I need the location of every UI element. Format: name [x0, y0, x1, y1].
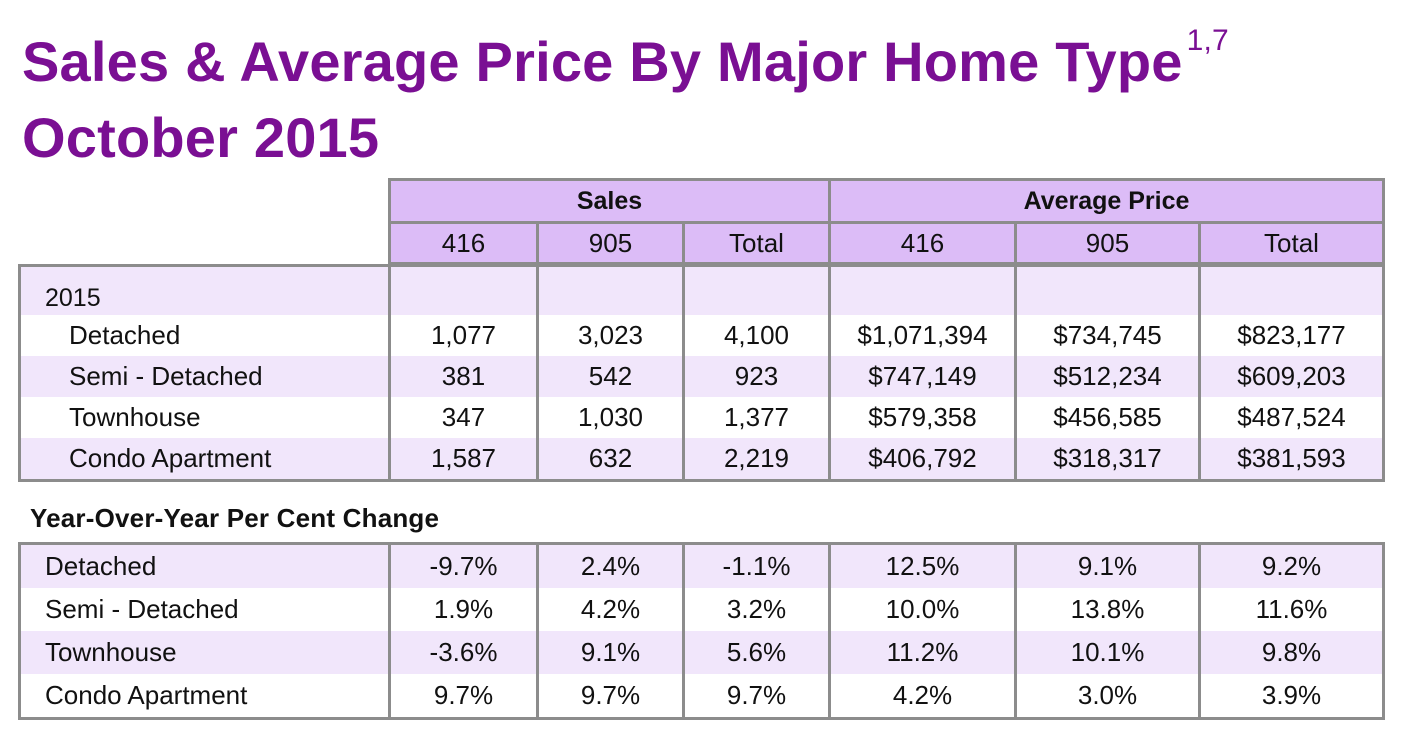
price-total-change-cell: 9.2% [1198, 543, 1384, 588]
column-group-row: Sales Average Price [388, 178, 1385, 224]
column-label-row: 416 905 Total 416 905 Total [388, 221, 1385, 265]
price-416-cell: $579,358 [828, 397, 1016, 438]
empty-cell [1198, 265, 1384, 315]
price-416-cell: $406,792 [828, 438, 1016, 481]
sales-416-cell: 347 [388, 397, 538, 438]
price-905-change-cell: 9.1% [1014, 543, 1200, 588]
sales-905-cell: 3,023 [536, 315, 684, 356]
row-label: Condo Apartment [19, 438, 390, 481]
price-total-cell: $609,203 [1198, 356, 1384, 397]
price-416-change-cell: 12.5% [828, 543, 1016, 588]
yoy-row-semi-detached: Semi - Detached 1.9% 4.2% 3.2% 10.0% 13.… [19, 588, 1384, 631]
yoy-change-table: Detached -9.7% 2.4% -1.1% 12.5% 9.1% 9.2… [18, 542, 1385, 720]
table-row-semi-detached: Semi - Detached 381 542 923 $747,149 $51… [19, 356, 1384, 397]
price-416-cell: $1,071,394 [828, 315, 1016, 356]
column-header-sales-905: 905 [536, 221, 685, 265]
table-row-condo-apartment: Condo Apartment 1,587 632 2,219 $406,792… [19, 438, 1384, 481]
sales-total-cell: 923 [682, 356, 830, 397]
price-416-change-cell: 11.2% [828, 631, 1016, 674]
price-905-change-cell: 13.8% [1014, 588, 1200, 631]
price-905-cell: $734,745 [1014, 315, 1200, 356]
row-label: Townhouse [19, 397, 390, 438]
row-label: Condo Apartment [19, 674, 390, 719]
yoy-row-townhouse: Townhouse -3.6% 9.1% 5.6% 11.2% 10.1% 9.… [19, 631, 1384, 674]
price-905-cell: $456,585 [1014, 397, 1200, 438]
yoy-row-detached: Detached -9.7% 2.4% -1.1% 12.5% 9.1% 9.2… [19, 543, 1384, 588]
price-total-change-cell: 9.8% [1198, 631, 1384, 674]
price-905-change-cell: 3.0% [1014, 674, 1200, 719]
sales-905-cell: 1,030 [536, 397, 684, 438]
sales-905-change-cell: 9.1% [536, 631, 684, 674]
sales-416-cell: 381 [388, 356, 538, 397]
price-416-change-cell: 4.2% [828, 674, 1016, 719]
price-905-cell: $512,234 [1014, 356, 1200, 397]
sales-total-change-cell: -1.1% [682, 543, 830, 588]
column-header-table: Sales Average Price 416 905 Total 416 90… [388, 178, 1385, 265]
row-label: Detached [19, 315, 390, 356]
empty-cell [828, 265, 1016, 315]
empty-cell [536, 265, 684, 315]
price-905-change-cell: 10.1% [1014, 631, 1200, 674]
price-total-change-cell: 11.6% [1198, 588, 1384, 631]
sales-total-change-cell: 3.2% [682, 588, 830, 631]
table-row-townhouse: Townhouse 347 1,030 1,377 $579,358 $456,… [19, 397, 1384, 438]
price-total-cell: $381,593 [1198, 438, 1384, 481]
group-header-sales: Sales [388, 178, 831, 224]
sales-total-cell: 1,377 [682, 397, 830, 438]
price-total-change-cell: 3.9% [1198, 674, 1384, 719]
sales-905-cell: 542 [536, 356, 684, 397]
sales-905-change-cell: 2.4% [536, 543, 684, 588]
column-header-sales-416: 416 [388, 221, 539, 265]
sales-416-change-cell: -3.6% [388, 631, 538, 674]
empty-cell [388, 265, 538, 315]
sales-416-cell: 1,587 [388, 438, 538, 481]
table-row-detached: Detached 1,077 3,023 4,100 $1,071,394 $7… [19, 315, 1384, 356]
sales-total-change-cell: 9.7% [682, 674, 830, 719]
row-label: Detached [19, 543, 390, 588]
price-416-change-cell: 10.0% [828, 588, 1016, 631]
row-label: Semi - Detached [19, 356, 390, 397]
sales-total-cell: 4,100 [682, 315, 830, 356]
sales-905-change-cell: 9.7% [536, 674, 684, 719]
sales-price-table: 2015 Detached 1,077 3,023 4,100 $1,071,3… [18, 264, 1385, 482]
sales-total-cell: 2,219 [682, 438, 830, 481]
yoy-row-condo-apartment: Condo Apartment 9.7% 9.7% 9.7% 4.2% 3.0%… [19, 674, 1384, 719]
page-subtitle-date: October 2015 [22, 106, 380, 169]
column-header-sales-total: Total [682, 221, 831, 265]
sales-total-change-cell: 5.6% [682, 631, 830, 674]
title-line-1: Sales & Average Price By Major Home Type [22, 30, 1183, 93]
sales-416-cell: 1,077 [388, 315, 538, 356]
column-header-price-416: 416 [828, 221, 1017, 265]
empty-cell [1014, 265, 1200, 315]
sales-416-change-cell: -9.7% [388, 543, 538, 588]
sales-416-change-cell: 1.9% [388, 588, 538, 631]
price-total-cell: $487,524 [1198, 397, 1384, 438]
row-label: Townhouse [19, 631, 390, 674]
price-416-cell: $747,149 [828, 356, 1016, 397]
group-header-average-price: Average Price [828, 178, 1385, 224]
sales-905-change-cell: 4.2% [536, 588, 684, 631]
row-label: Semi - Detached [19, 588, 390, 631]
column-header-price-905: 905 [1014, 221, 1201, 265]
year-label: 2015 [19, 265, 390, 315]
column-header-price-total: Total [1198, 221, 1385, 265]
page-title: Sales & Average Price By Major Home Type… [22, 26, 1229, 90]
price-total-cell: $823,177 [1198, 315, 1384, 356]
empty-cell [682, 265, 830, 315]
title-footnote-superscript: 1,7 [1186, 24, 1229, 57]
price-905-cell: $318,317 [1014, 438, 1200, 481]
sales-416-change-cell: 9.7% [388, 674, 538, 719]
year-row: 2015 [19, 265, 1384, 315]
yoy-section-heading: Year-Over-Year Per Cent Change [30, 503, 440, 533]
sales-905-cell: 632 [536, 438, 684, 481]
